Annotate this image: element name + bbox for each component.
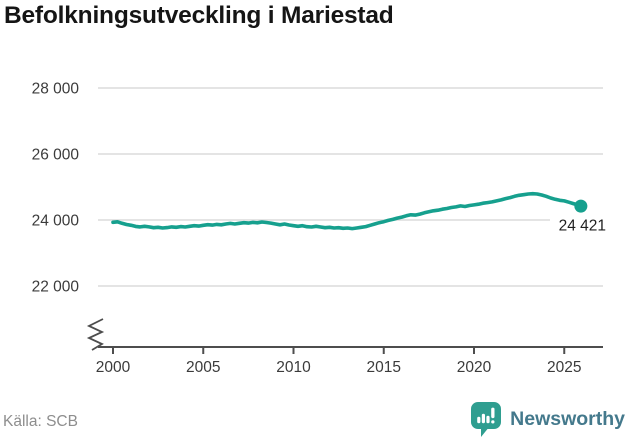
x-tick-label: 2000: [96, 359, 131, 376]
source-label: Källa: SCB: [3, 413, 78, 430]
end-value-label: 24 421: [559, 218, 606, 235]
x-tick-label: 2005: [186, 359, 220, 376]
newsworthy-wordmark: Newsworthy: [510, 408, 625, 430]
axis-break-icon: [86, 318, 105, 351]
y-tick-label: 26 000: [32, 147, 80, 164]
x-tick-label: 2015: [367, 359, 401, 376]
newsworthy-icon: [471, 402, 502, 437]
x-tick-label: 2025: [547, 359, 581, 376]
chart-title: Befolkningsutveckling i Mariestad: [4, 2, 394, 29]
y-tick-label: 22 000: [32, 279, 80, 296]
x-tick-label: 2020: [457, 359, 492, 376]
newsworthy-logo: Newsworthy: [471, 402, 625, 437]
y-tick-label: 24 000: [32, 213, 80, 230]
end-point-marker: [574, 199, 588, 213]
population-line: [111, 191, 583, 231]
y-tick-label: 28 000: [32, 81, 80, 98]
x-tick-label: 2010: [276, 359, 311, 376]
